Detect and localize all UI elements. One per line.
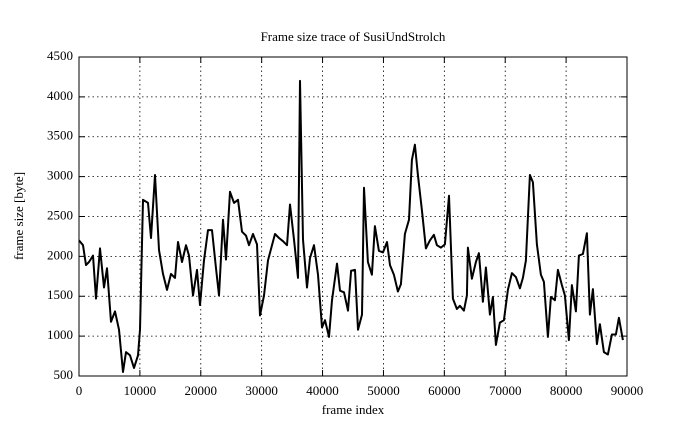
x-tick-label: 90000 xyxy=(611,383,644,398)
x-tick-label: 70000 xyxy=(489,383,522,398)
y-tick-label: 3000 xyxy=(47,168,73,183)
y-tick-label: 4500 xyxy=(47,48,73,63)
y-tick-label: 4000 xyxy=(47,88,73,103)
x-tick-label: 80000 xyxy=(550,383,583,398)
y-tick-label: 2500 xyxy=(47,207,73,222)
y-tick-label: 1500 xyxy=(47,287,73,302)
plot-frame xyxy=(78,56,628,377)
x-tick-label: 10000 xyxy=(124,383,157,398)
x-tick-label: 20000 xyxy=(185,383,218,398)
x-tick-label: 0 xyxy=(76,383,83,398)
y-tick-label: 1000 xyxy=(47,327,73,342)
y-axis-label: frame size [byte] xyxy=(11,172,26,260)
x-tick-label: 30000 xyxy=(245,383,278,398)
y-tick-label: 500 xyxy=(54,367,74,382)
x-tick-label: 60000 xyxy=(428,383,461,398)
y-tick-label: 3500 xyxy=(47,128,73,143)
x-tick-label: 50000 xyxy=(367,383,400,398)
chart-title: Frame size trace of SusiUndStrolch xyxy=(261,29,446,44)
data-line xyxy=(78,79,624,373)
y-tick-label: 2000 xyxy=(47,247,73,262)
x-axis-label: frame index xyxy=(322,402,385,417)
x-tick-label: 40000 xyxy=(306,383,339,398)
